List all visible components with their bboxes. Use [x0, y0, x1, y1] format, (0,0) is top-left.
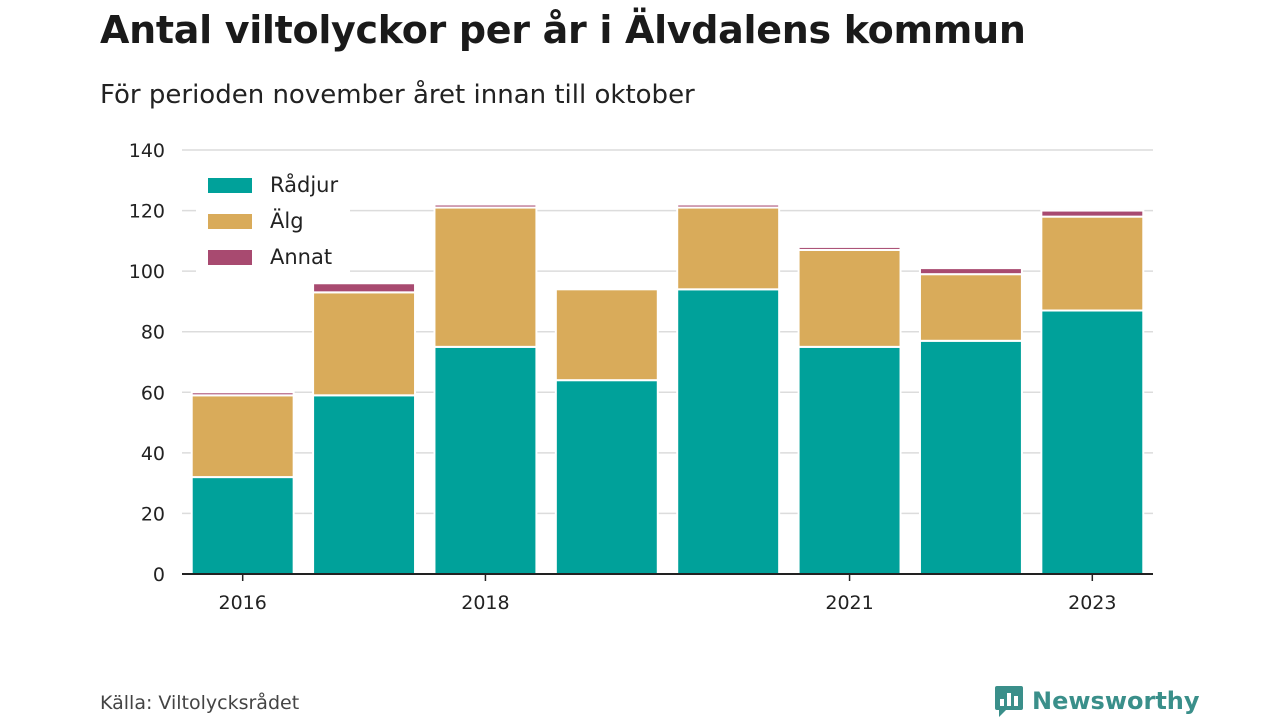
x-tick-label: 2016	[219, 592, 267, 614]
legend-swatch-annat	[208, 250, 252, 265]
y-axis-ticks: 0 20 40 60 80 100 120 140	[129, 140, 165, 586]
bar-segment-älg-2021	[797, 248, 902, 348]
y-tick-label: 80	[141, 322, 165, 344]
newsworthy-logo-icon	[995, 686, 1023, 717]
x-tick-label: 2023	[1068, 592, 1116, 614]
chart-title: Antal viltolyckor per år i Älvdalens kom…	[100, 8, 1026, 52]
bar-segment-rådjur-2019	[554, 379, 659, 575]
y-tick-label: 120	[129, 201, 165, 223]
brand-logo: Newsworthy	[994, 684, 1200, 718]
x-tick-label: 2018	[461, 592, 509, 614]
bar-segment-rådjur-2023	[1040, 309, 1145, 575]
bar-segment-annat-2021	[797, 245, 902, 251]
chart-subtitle: För perioden november året innan till ok…	[100, 80, 695, 110]
y-tick-label: 60	[141, 382, 165, 404]
bar-segment-älg-2019	[554, 288, 659, 382]
legend-swatch-älg	[208, 214, 252, 229]
bar-segment-annat-2016	[190, 391, 295, 397]
legend-label: Älg	[270, 208, 304, 233]
x-axis-ticks: 2016 2018 2021 2023	[219, 574, 1116, 614]
bar-segment-älg-2017	[312, 291, 417, 397]
brand-name: Newsworthy	[1032, 687, 1200, 715]
bar-segment-annat-2017	[312, 282, 417, 294]
bar-segment-rådjur-2020	[676, 288, 781, 575]
y-tick-label: 40	[141, 443, 165, 465]
bar-segment-annat-2023	[1040, 209, 1145, 218]
bar-segment-älg-2018	[433, 206, 538, 348]
bar-segment-älg-2016	[190, 394, 295, 479]
bar-segment-rådjur-2022	[918, 339, 1023, 575]
x-tick-label: 2021	[825, 592, 873, 614]
y-tick-label: 140	[129, 140, 165, 162]
bar-segment-rådjur-2021	[797, 345, 902, 575]
bar-segment-rådjur-2017	[312, 394, 417, 576]
y-tick-label: 20	[141, 503, 165, 525]
bars	[190, 203, 1145, 576]
bar-segment-älg-2020	[676, 206, 781, 291]
bar-segment-rådjur-2018	[433, 345, 538, 575]
y-tick-label: 100	[129, 261, 165, 283]
legend-label: Rådjur	[270, 172, 338, 197]
bar-segment-annat-2018	[433, 203, 538, 209]
legend-swatch-rådjur	[208, 178, 252, 193]
bar-segment-älg-2023	[1040, 215, 1145, 312]
bar-segment-annat-2020	[676, 203, 781, 209]
bar-segment-annat-2022	[918, 267, 1023, 276]
bar-segment-älg-2022	[918, 273, 1023, 342]
legend: Rådjur Älg Annat	[196, 164, 350, 272]
bar-segment-rådjur-2016	[190, 476, 295, 576]
y-tick-label: 0	[153, 564, 165, 586]
source-note: Källa: Viltolycksrådet	[100, 692, 300, 714]
legend-label: Annat	[270, 245, 332, 269]
